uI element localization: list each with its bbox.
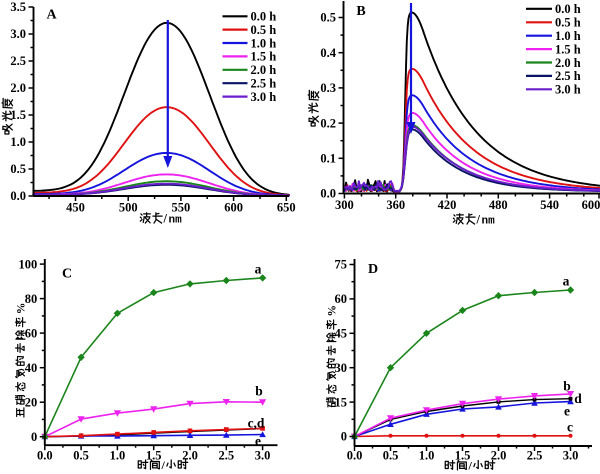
svg-text:2.5: 2.5 <box>218 448 234 462</box>
svg-text:3.0: 3.0 <box>563 449 579 463</box>
svg-text:0.0 h: 0.0 h <box>251 10 277 24</box>
svg-text:1.0: 1.0 <box>110 448 126 462</box>
svg-text:550: 550 <box>172 201 191 215</box>
svg-text:30: 30 <box>335 361 348 375</box>
svg-text:360: 360 <box>386 198 405 212</box>
svg-text:0.0 h: 0.0 h <box>555 2 581 16</box>
svg-text:/: / <box>161 458 166 472</box>
svg-text:3.0 h: 3.0 h <box>251 90 277 104</box>
svg-text:0.0: 0.0 <box>10 189 26 203</box>
svg-text:1.5 h: 1.5 h <box>251 50 277 64</box>
svg-text:2.0: 2.0 <box>182 448 198 462</box>
svg-text:2.5 h: 2.5 h <box>251 77 277 91</box>
svg-text:3.0 h: 3.0 h <box>555 83 581 97</box>
svg-text:b: b <box>563 379 571 394</box>
svg-text:650: 650 <box>277 201 296 215</box>
svg-text:/: / <box>468 458 473 472</box>
svg-text:nm: nm <box>482 216 496 228</box>
svg-text:80: 80 <box>25 292 38 306</box>
svg-text:600: 600 <box>582 198 600 212</box>
svg-text:%: % <box>327 305 339 317</box>
svg-text:2.5: 2.5 <box>527 449 543 463</box>
svg-text:0.3: 0.3 <box>320 81 336 95</box>
svg-text:3.5: 3.5 <box>10 0 26 14</box>
svg-text:1.0 h: 1.0 h <box>555 29 581 43</box>
svg-text:0.1: 0.1 <box>320 152 336 166</box>
svg-text:0.0: 0.0 <box>37 448 53 462</box>
svg-text:1.0 h: 1.0 h <box>251 36 277 50</box>
svg-text:15: 15 <box>335 395 348 409</box>
svg-text:20: 20 <box>25 395 38 409</box>
svg-text:/: / <box>163 212 168 226</box>
svg-text:0.2: 0.2 <box>320 116 336 130</box>
svg-text:0.0: 0.0 <box>347 449 363 463</box>
svg-text:0.5: 0.5 <box>10 162 26 176</box>
svg-text:b: b <box>255 384 263 399</box>
svg-text:C: C <box>62 267 72 282</box>
svg-text:2.5: 2.5 <box>10 54 26 68</box>
svg-text:1.5: 1.5 <box>455 449 471 463</box>
svg-text:45: 45 <box>335 327 348 341</box>
svg-text:d: d <box>574 391 582 406</box>
svg-text:0.0: 0.0 <box>320 187 336 201</box>
svg-text:100: 100 <box>19 257 38 271</box>
svg-text:480: 480 <box>489 198 508 212</box>
svg-text:540: 540 <box>540 198 559 212</box>
svg-text:1.5 h: 1.5 h <box>555 42 581 56</box>
svg-text:a: a <box>255 262 262 277</box>
svg-text:B: B <box>356 4 365 19</box>
svg-text:0.5 h: 0.5 h <box>555 16 581 30</box>
svg-text:nm: nm <box>169 215 183 227</box>
svg-text:1.0: 1.0 <box>10 135 26 149</box>
svg-text:a: a <box>563 274 570 289</box>
svg-text:0.5: 0.5 <box>320 11 336 25</box>
svg-text:e: e <box>564 404 570 419</box>
svg-text:420: 420 <box>438 198 457 212</box>
svg-text:2.0: 2.0 <box>491 449 507 463</box>
svg-text:0: 0 <box>341 430 347 444</box>
svg-text:c: c <box>567 420 573 435</box>
svg-text:300: 300 <box>335 198 354 212</box>
svg-text:600: 600 <box>224 201 243 215</box>
svg-text:1.5: 1.5 <box>10 108 26 122</box>
svg-text:0.5 h: 0.5 h <box>251 23 277 37</box>
svg-text:1.0: 1.0 <box>419 449 435 463</box>
svg-text:2.5 h: 2.5 h <box>555 69 581 83</box>
svg-text:40: 40 <box>25 361 38 375</box>
svg-text:e: e <box>255 434 261 449</box>
svg-text:1.5: 1.5 <box>146 448 162 462</box>
svg-text:60: 60 <box>335 292 348 306</box>
svg-text:2.0 h: 2.0 h <box>251 63 277 77</box>
svg-text:0: 0 <box>31 430 37 444</box>
svg-text:2.0: 2.0 <box>10 81 26 95</box>
svg-text:500: 500 <box>119 201 138 215</box>
svg-text:75: 75 <box>335 258 348 272</box>
svg-text:60: 60 <box>25 326 38 340</box>
svg-text:2.0 h: 2.0 h <box>555 56 581 70</box>
svg-text:D: D <box>368 262 378 277</box>
svg-text:0.5: 0.5 <box>383 449 399 463</box>
svg-text:0.5: 0.5 <box>73 448 89 462</box>
svg-text:/: / <box>476 213 481 227</box>
svg-text:0.4: 0.4 <box>320 46 336 60</box>
svg-text:%: % <box>16 303 28 315</box>
svg-text:c,d: c,d <box>248 416 265 431</box>
svg-text:3.0: 3.0 <box>10 27 26 41</box>
svg-text:A: A <box>46 8 57 23</box>
svg-text:450: 450 <box>66 201 85 215</box>
svg-text:3.0: 3.0 <box>255 448 271 462</box>
